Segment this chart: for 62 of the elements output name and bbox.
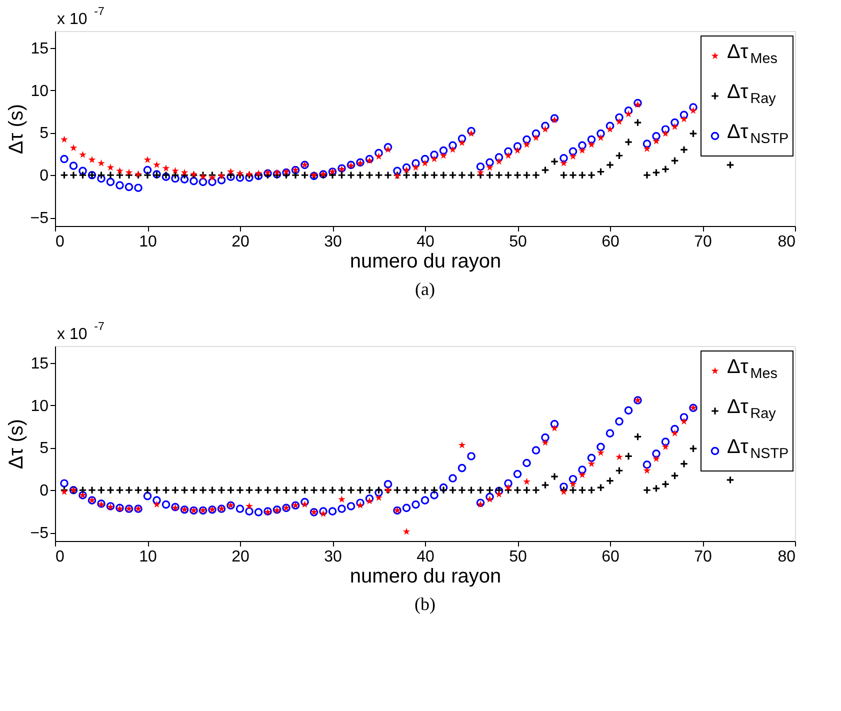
- x-tick-label: 0: [56, 234, 64, 250]
- point: [402, 528, 410, 535]
- point: [597, 448, 604, 456]
- y-tick-label: 0: [40, 168, 49, 185]
- point: [320, 510, 327, 518]
- y-tick-label: 5: [40, 125, 49, 142]
- x-axis-title: numero du rayon: [350, 566, 502, 588]
- point: [356, 502, 364, 509]
- x-tick-label: 10: [139, 234, 157, 250]
- y-axis-title: Δτ (s): [5, 418, 28, 470]
- point: [458, 441, 466, 448]
- point: [680, 418, 688, 425]
- point: [366, 497, 374, 504]
- x-tick-label: 80: [778, 234, 796, 250]
- y-axis-title: Δτ (s): [5, 104, 28, 154]
- point: [542, 438, 549, 446]
- y-tick-label: 10: [30, 82, 49, 100]
- point: [504, 484, 512, 491]
- x-tick-label: 0: [56, 548, 64, 566]
- point: [338, 496, 346, 503]
- x-tick-label: 10: [139, 548, 157, 566]
- point: [671, 429, 678, 436]
- text: x 10-7: [57, 6, 104, 28]
- x-tick-label: 30: [324, 234, 342, 250]
- point: [662, 443, 670, 450]
- point: [643, 466, 651, 474]
- x-tick-label: 40: [416, 548, 434, 566]
- y-tick-label: −5: [30, 525, 49, 542]
- point: [375, 494, 382, 501]
- point: [578, 470, 586, 478]
- point: [652, 454, 660, 462]
- x-tick-label: 20: [232, 548, 250, 566]
- point: [569, 480, 577, 488]
- x-tick-label: 50: [509, 548, 527, 566]
- y-tick-label: −5: [30, 210, 49, 228]
- x-tick-label: 70: [694, 234, 712, 250]
- y-tick-label: 15: [30, 40, 49, 58]
- point: [616, 453, 623, 460]
- x-tick-label: 60: [602, 234, 620, 250]
- text: (a): [415, 279, 435, 299]
- point: [301, 500, 308, 508]
- text: (b): [414, 594, 436, 614]
- x-tick-label: 40: [416, 234, 434, 250]
- y-tick-label: 15: [30, 355, 49, 372]
- x-tick-label: 30: [324, 548, 342, 566]
- point: [550, 424, 558, 432]
- y-tick-label: 0: [40, 482, 49, 500]
- y-tick-label: 10: [30, 398, 49, 415]
- x-tick-label: 50: [509, 234, 527, 250]
- x-tick-label: 20: [232, 234, 250, 250]
- point: [153, 500, 160, 508]
- point: [495, 490, 503, 498]
- text: x 10-7: [57, 320, 104, 343]
- y-tick-label: 5: [40, 440, 49, 458]
- point: [588, 460, 596, 467]
- x-tick-label: 60: [602, 548, 620, 566]
- point: [486, 496, 494, 503]
- x-axis-title: numero du rayon: [350, 250, 502, 272]
- point: [246, 502, 253, 510]
- x-tick-label: 80: [778, 548, 796, 566]
- x-tick-label: 70: [694, 548, 712, 566]
- point: [523, 478, 530, 485]
